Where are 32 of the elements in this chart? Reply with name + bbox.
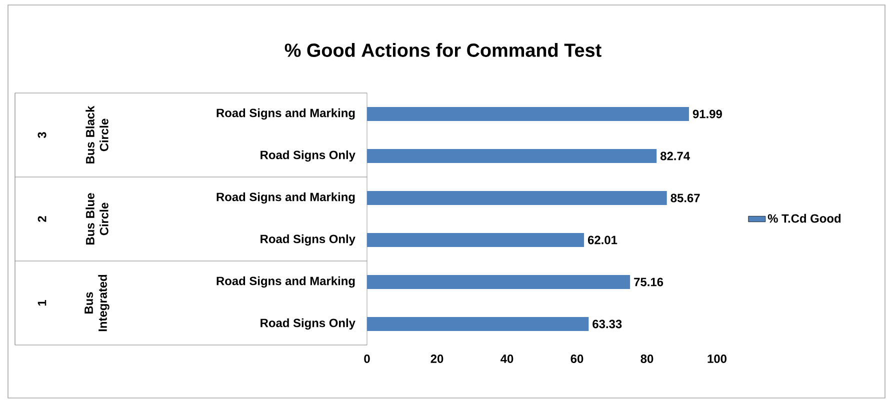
data-label: 63.33 bbox=[592, 320, 622, 328]
x-tick-label: 20 bbox=[430, 354, 444, 363]
y-tick-label: Road Signs and Marking bbox=[216, 192, 355, 204]
text: Bus Blue Circle bbox=[86, 193, 108, 244]
chart-title: % Good Actions for Command Test bbox=[284, 43, 602, 57]
bar bbox=[366, 233, 584, 248]
bar bbox=[366, 107, 689, 122]
x-tick-label: 100 bbox=[708, 354, 726, 363]
bar bbox=[366, 275, 630, 290]
text: 2 bbox=[38, 216, 46, 222]
x-tick-label: 80 bbox=[640, 354, 654, 363]
y-tick-label: Road Signs Only bbox=[260, 150, 356, 162]
x-tick-label: 60 bbox=[570, 354, 584, 363]
data-label: 85.67 bbox=[670, 194, 700, 202]
bar bbox=[366, 317, 589, 332]
y-tick-label: Road Signs Only bbox=[260, 234, 356, 246]
bar bbox=[366, 191, 667, 206]
legend-label: % T.Cd Good bbox=[768, 214, 841, 223]
text: Bus Black Circle bbox=[86, 106, 108, 164]
y-tick-label: Road Signs Only bbox=[260, 318, 356, 330]
data-label: 82.74 bbox=[660, 152, 690, 160]
data-label: 62.01 bbox=[588, 236, 618, 244]
text: 3 bbox=[38, 132, 46, 138]
text: Bus Integrated bbox=[84, 274, 110, 332]
text: 1 bbox=[38, 300, 46, 306]
y-tick-label: Road Signs and Marking bbox=[216, 108, 355, 120]
data-label: 91.99 bbox=[692, 110, 722, 118]
x-tick-label: 40 bbox=[500, 354, 514, 363]
data-label: 75.16 bbox=[634, 278, 664, 286]
bar bbox=[366, 149, 657, 164]
y-tick-label: Road Signs and Marking bbox=[216, 276, 355, 288]
x-tick-label: 0 bbox=[364, 354, 370, 363]
